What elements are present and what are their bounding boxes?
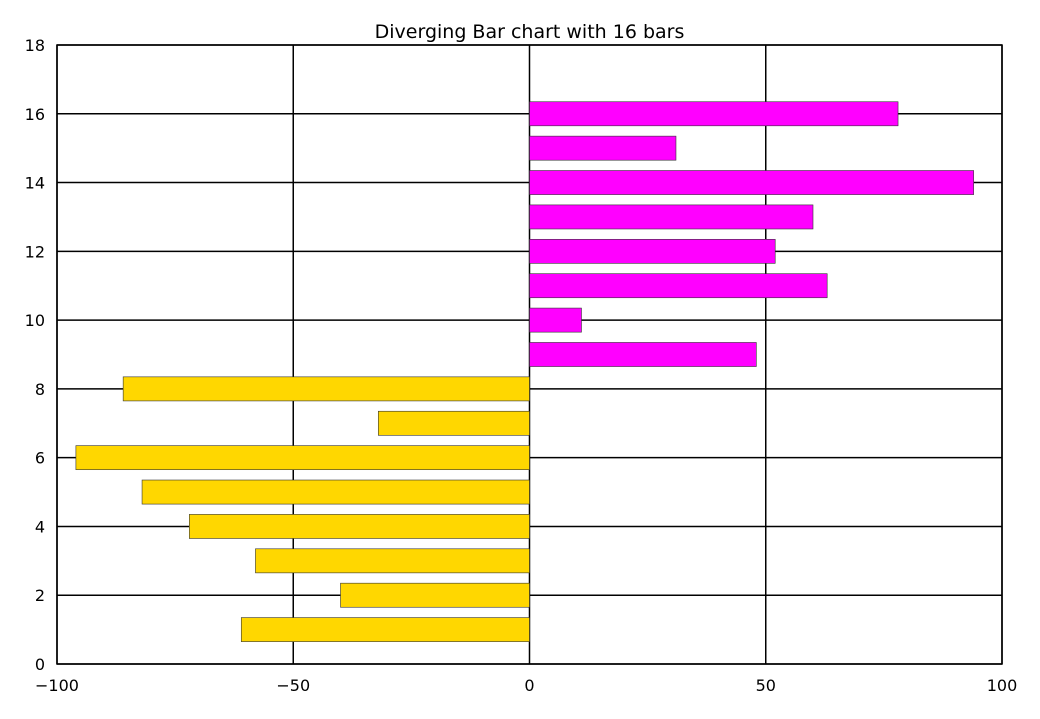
y-tick-label: 10	[25, 311, 45, 330]
y-tick-label: 2	[35, 586, 45, 605]
plot-frame	[56, 44, 1003, 665]
bar	[75, 445, 530, 471]
x-tick-label: 0	[524, 676, 534, 695]
axis-ticks: −100 −50 0 50 100 0 2 4 6 8 10 12 14 16 18	[25, 36, 1018, 695]
bar	[141, 479, 530, 505]
x-tick-label: 100	[987, 676, 1018, 695]
bar	[529, 135, 677, 161]
bar	[529, 273, 828, 299]
x-tick-label: −50	[276, 676, 310, 695]
bar	[529, 204, 814, 230]
bar	[340, 582, 530, 608]
chart-title: Diverging Bar chart with 16 bars	[375, 21, 685, 43]
y-tick-label: 16	[25, 105, 45, 124]
bar	[529, 170, 974, 195]
bar	[189, 514, 530, 539]
bar	[122, 376, 530, 402]
x-tick-label: −100	[35, 676, 79, 695]
bar	[529, 342, 757, 367]
bar	[529, 238, 776, 264]
y-tick-label: 4	[35, 517, 45, 536]
x-tick-label: 50	[756, 676, 776, 695]
y-tick-label: 6	[35, 449, 45, 468]
y-tick-label: 0	[35, 655, 45, 674]
bar	[240, 617, 530, 642]
y-tick-label: 8	[35, 380, 45, 399]
bars	[75, 101, 974, 642]
y-tick-label: 18	[25, 36, 45, 55]
bar	[529, 307, 582, 333]
bar	[529, 101, 899, 127]
bar	[377, 410, 530, 436]
y-tick-label: 12	[25, 242, 45, 261]
y-tick-label: 14	[25, 174, 45, 193]
bar	[255, 548, 530, 574]
